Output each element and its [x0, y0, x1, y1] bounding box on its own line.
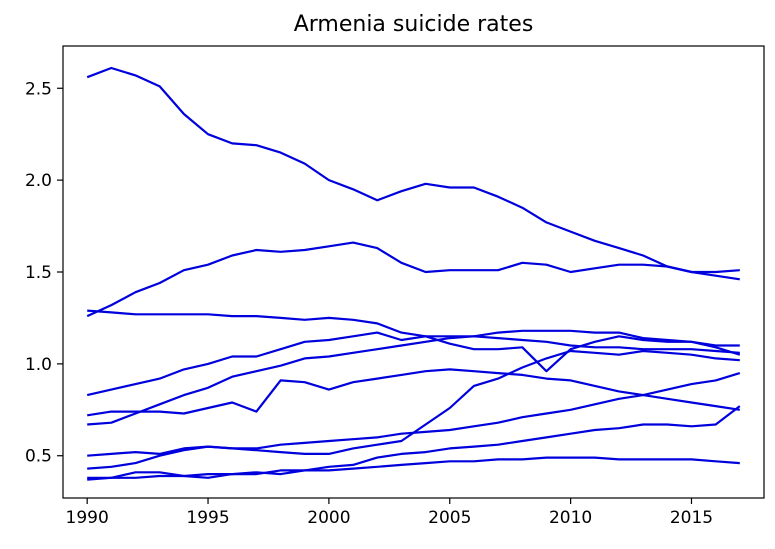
series-layer	[86, 66, 741, 481]
chart-title: Armenia suicide rates	[293, 12, 534, 37]
x-tick-label: 2000	[307, 508, 350, 528]
series-line-2	[86, 241, 740, 318]
y-tick-label: 1.0	[25, 355, 52, 375]
series-line-5	[87, 368, 740, 417]
x-tick-label: 2005	[428, 508, 471, 528]
x-tick-label: 1995	[186, 508, 229, 528]
series-line-8	[87, 372, 741, 470]
y-tick-label: 2.5	[25, 79, 52, 99]
plot-frame	[62, 45, 765, 499]
series-line-1	[86, 66, 740, 281]
series-line-4	[86, 329, 740, 397]
series-line-7	[87, 349, 740, 457]
x-tick-label: 2015	[670, 508, 713, 528]
series-line-9	[87, 405, 741, 479]
x-tick-label: 1990	[66, 508, 109, 528]
series-line-10	[87, 456, 740, 481]
series-line-6	[87, 335, 740, 426]
y-tick-label: 1.5	[25, 263, 52, 283]
y-tick-label: 2.0	[25, 171, 52, 191]
series-line-3	[87, 309, 741, 373]
x-tick-label: 2010	[549, 508, 592, 528]
y-tick-label: 0.5	[25, 447, 52, 467]
axis-layer: 1990 1995 2000 2005 2010 2015 0.5 1.0 1.5 2.0 2.5	[25, 79, 713, 528]
